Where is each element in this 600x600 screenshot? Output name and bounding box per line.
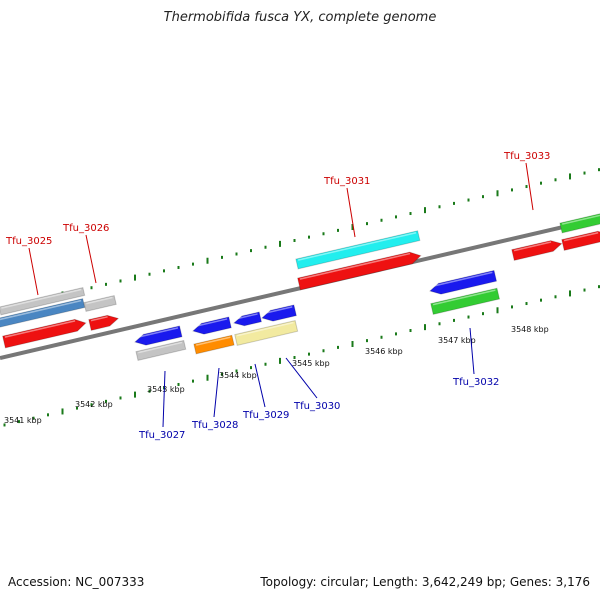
kbp-label: 3541 kbp <box>4 416 42 425</box>
kbp-label: 3543 kbp <box>147 385 185 394</box>
gene-label-leader <box>254 363 266 408</box>
gene-labels: Tfu_3025 Tfu_3026 Tfu_3031 Tfu_3033 Tfu_3027… <box>5 151 550 441</box>
inner-tick-ring <box>3 285 600 427</box>
gene-label[interactable]: Tfu_3028 <box>191 420 238 431</box>
gene-label[interactable]: Tfu_3032 <box>452 377 499 388</box>
genome-summary: Topology: circular; Length: 3,642,249 bp… <box>260 575 590 589</box>
kbp-label: 3544 kbp <box>219 371 257 380</box>
gene-features <box>0 211 600 361</box>
gene-tfu-3032[interactable] <box>428 269 498 296</box>
gene-tfu-3027[interactable] <box>133 325 183 347</box>
kbp-labels: 3541 kbp 3542 kbp 3543 kbp 3544 kbp 3545 kbp… <box>4 325 549 425</box>
gene-label-leader <box>162 370 166 428</box>
gene-label-leader <box>525 162 534 211</box>
gene-label[interactable]: Tfu_3027 <box>138 430 185 441</box>
feature-green[interactable] <box>559 211 600 234</box>
gene-tfu-3028[interactable] <box>191 316 232 336</box>
gene-label[interactable]: Tfu_3025 <box>5 236 52 247</box>
feature-khaki[interactable] <box>234 319 299 346</box>
gene-tfu-3031[interactable] <box>297 250 422 291</box>
gene-label[interactable]: Tfu_3030 <box>293 401 340 412</box>
feature-gray[interactable] <box>83 294 117 312</box>
kbp-label: 3548 kbp <box>511 325 549 334</box>
feature-gray[interactable] <box>0 287 86 316</box>
feature-orange[interactable] <box>193 334 235 355</box>
gene-label[interactable]: Tfu_3029 <box>242 410 289 421</box>
gene-tfu-3033[interactable] <box>511 238 563 261</box>
gene-tfu-3026[interactable] <box>88 313 120 331</box>
gene-tfu-3029[interactable] <box>232 311 263 328</box>
gene-label[interactable]: Tfu_3031 <box>323 176 370 187</box>
feature-steel-blue[interactable] <box>0 298 86 328</box>
gene-tfu-3025[interactable] <box>2 317 88 349</box>
feature-gray[interactable] <box>135 339 187 361</box>
feature-green[interactable] <box>430 287 501 315</box>
gene-label-leader <box>469 327 475 375</box>
gene-label-leader <box>285 357 318 399</box>
gene-forward-edge[interactable] <box>561 229 600 251</box>
gene-tfu-3030[interactable] <box>260 304 297 323</box>
gene-label-leader <box>28 247 39 296</box>
kbp-label: 3545 kbp <box>292 359 330 368</box>
kbp-label: 3542 kbp <box>75 400 113 409</box>
gene-label-leader <box>85 234 97 284</box>
gene-label[interactable]: Tfu_3033 <box>503 151 550 162</box>
accession-text: Accession: NC_007333 <box>8 575 145 589</box>
kbp-label: 3547 kbp <box>438 336 476 345</box>
gene-label-leader <box>213 367 220 418</box>
gene-label-leader <box>346 187 356 238</box>
kbp-label: 3546 kbp <box>365 347 403 356</box>
diagram-title: Thermobifida fusca YX, complete genome <box>163 10 437 25</box>
gene-label[interactable]: Tfu_3026 <box>62 223 109 234</box>
feature-cyan[interactable] <box>295 230 421 270</box>
